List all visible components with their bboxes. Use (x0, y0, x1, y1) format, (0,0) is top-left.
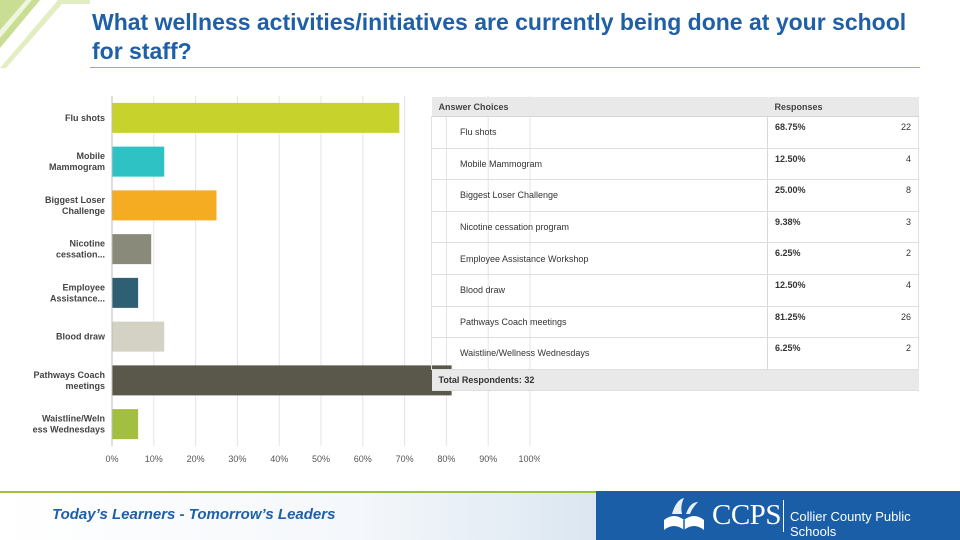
total-respondents: Total Respondents: 32 (431, 369, 768, 391)
row-count: 26 (892, 306, 919, 339)
bar-chart: 0% 10% 20% 30% 40% 50% 60% 70% 80% 90% 100% Flu sho… (33, 96, 540, 464)
row-count: 8 (892, 179, 919, 212)
row-percent: 6.25% (767, 242, 892, 275)
footer-band (0, 493, 600, 540)
row-percent: 25.00% (767, 179, 892, 212)
category-label-line: Challenge (62, 206, 105, 216)
category-label-line: meetings (65, 381, 105, 391)
category-label-line: Mobile (77, 151, 106, 161)
row-choice: Flu shots (431, 116, 768, 149)
category-label-line: Flu shots (65, 113, 105, 123)
row-percent: 9.38% (767, 211, 892, 244)
table-row: Biggest Loser Challenge 25.00% 8 (431, 179, 919, 212)
bar (112, 365, 452, 396)
row-choice: Pathways Coach meetings (431, 306, 768, 339)
bar (112, 234, 152, 265)
footer-divider (0, 491, 960, 493)
table-row: Nicotine cessation program 9.38% 3 (431, 211, 919, 244)
row-choice: Waistline/Wellness Wednesdays (431, 337, 768, 370)
row-choice: Nicotine cessation program (431, 211, 768, 244)
x-tick-label: 50% (312, 454, 330, 464)
row-count: 4 (892, 148, 919, 181)
header-answer-choices: Answer Choices (431, 97, 768, 117)
x-tick-label: 40% (270, 454, 288, 464)
x-tick-label: 0% (105, 454, 118, 464)
category-label-line: Assistance... (50, 293, 105, 303)
category-label-line: cessation... (56, 250, 105, 260)
category-label-line: Waistline/Weln (42, 414, 105, 424)
category-label: Mobile Mammogram (49, 151, 105, 172)
organization-name: Collier County Public Schools (790, 509, 911, 539)
row-percent: 6.25% (767, 337, 892, 370)
bar (112, 190, 217, 221)
x-tick-label: 70% (396, 454, 414, 464)
category-label: Blood draw (56, 332, 106, 342)
bar (112, 277, 139, 308)
row-count: 2 (892, 242, 919, 275)
category-label-line: Biggest Loser (45, 195, 106, 205)
category-label: Biggest Loser Challenge (45, 195, 106, 216)
category-label: Pathways Coach meetings (33, 370, 105, 391)
table-row: Flu shots 68.75% 22 (431, 116, 919, 149)
table-row: Waistline/Wellness Wednesdays 6.25% 2 (431, 337, 919, 370)
row-percent: 81.25% (767, 306, 892, 339)
category-label-line: Mammogram (49, 162, 105, 172)
table-row: Employee Assistance Workshop 6.25% 2 (431, 242, 919, 275)
category-label: Employee Assistance... (50, 282, 105, 303)
total-empty-cell (767, 369, 919, 391)
category-label-line: Nicotine (69, 239, 105, 249)
logo-background (596, 491, 960, 540)
row-count: 2 (892, 337, 919, 370)
header-responses: Responses (767, 97, 919, 117)
row-count: 4 (892, 274, 919, 307)
table-row: Pathways Coach meetings 81.25% 26 (431, 306, 919, 339)
category-label-line: Employee (62, 282, 105, 292)
category-label: Flu shots (65, 113, 105, 123)
footer-tagline: Today’s Learners - Tomorrow’s Leaders (52, 506, 336, 523)
title-underline (90, 67, 920, 68)
x-tick-label: 20% (187, 454, 205, 464)
row-count: 3 (892, 211, 919, 244)
table-header-row: Answer Choices Responses (431, 97, 919, 117)
category-label: Nicotine cessation... (56, 239, 105, 260)
category-label-line: Blood draw (56, 332, 106, 342)
logo-text: CCPS (712, 499, 781, 531)
page-title: What wellness activities/initiatives are… (92, 9, 907, 64)
bar (112, 102, 400, 133)
row-percent: 12.50% (767, 274, 892, 307)
total-row: Total Respondents: 32 (431, 369, 919, 391)
bar (112, 409, 139, 440)
bar (112, 146, 165, 177)
responses-table: Answer Choices Responses Flu shots 68.75%… (431, 97, 919, 391)
category-label-line: ess Wednesdays (33, 425, 105, 435)
row-choice: Mobile Mammogram (431, 148, 768, 181)
row-count: 22 (892, 116, 919, 149)
table-row: Mobile Mammogram 12.50% 4 (431, 148, 919, 181)
table-row: Blood draw 12.50% 4 (431, 274, 919, 307)
x-tick-label: 90% (479, 454, 497, 464)
row-percent: 12.50% (767, 148, 892, 181)
row-choice: Biggest Loser Challenge (431, 179, 768, 212)
row-choice: Employee Assistance Workshop (431, 242, 768, 275)
corner-decoration (0, 0, 90, 68)
category-label: Waistline/Weln ess Wednesdays (33, 414, 105, 435)
x-tick-label: 30% (228, 454, 246, 464)
x-tick-label: 60% (354, 454, 372, 464)
x-tick-label: 10% (145, 454, 163, 464)
row-choice: Blood draw (431, 274, 768, 307)
row-percent: 68.75% (767, 116, 892, 149)
logo-divider (783, 500, 784, 532)
bar (112, 321, 165, 352)
book-logo-icon (664, 498, 704, 530)
x-tick-label: 100% (518, 454, 540, 464)
category-label-line: Pathways Coach (33, 370, 105, 380)
x-tick-label: 80% (437, 454, 455, 464)
